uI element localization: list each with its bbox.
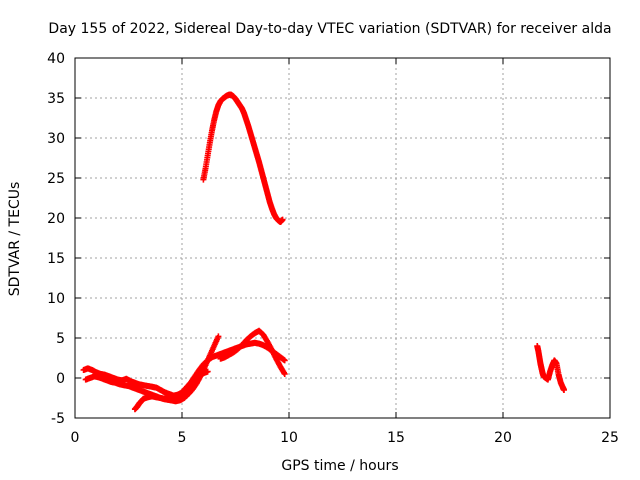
data-point: [204, 368, 211, 375]
plot-frame: [74, 57, 611, 419]
y-tick-label: 20: [47, 211, 65, 227]
series-low-band-d: [217, 327, 288, 377]
y-axis-label: SDTVAR / TECUs: [7, 182, 23, 297]
x-axis-label: GPS time / hours: [281, 458, 398, 474]
chart-title: Day 155 of 2022, Sidereal Day-to-day VTE…: [48, 21, 611, 37]
data-point: [560, 387, 567, 393]
x-tick-label: 10: [280, 430, 298, 446]
series-arc-high: [200, 91, 286, 225]
y-tick-label: 35: [47, 91, 65, 107]
series-late-cluster: [534, 343, 567, 393]
y-tick-label: 0: [56, 371, 65, 387]
y-tick-label: -5: [51, 411, 65, 427]
x-tick-label: 20: [494, 430, 512, 446]
x-tick-label: 25: [601, 430, 619, 446]
y-tick-label: 30: [47, 131, 65, 147]
y-tick-label: 40: [47, 51, 65, 67]
x-tick-label: 5: [178, 430, 187, 446]
data-point: [281, 357, 288, 364]
grid: [75, 58, 610, 418]
x-axis-ticks: 0 5 10 15 20 25: [71, 58, 619, 446]
y-tick-label: 15: [47, 251, 65, 267]
data-point: [215, 333, 222, 340]
x-tick-label: 0: [71, 430, 80, 446]
data-points: [80, 91, 567, 413]
series-low-band-c: [131, 368, 211, 413]
x-tick-label: 15: [387, 430, 405, 446]
y-tick-label: 10: [47, 291, 65, 307]
data-point: [279, 216, 286, 223]
data-point: [281, 371, 288, 377]
y-axis-ticks: -5 0 5 10 15 20 25 30 35 40: [47, 51, 610, 427]
y-tick-label: 5: [56, 331, 65, 347]
y-tick-label: 25: [47, 171, 65, 187]
